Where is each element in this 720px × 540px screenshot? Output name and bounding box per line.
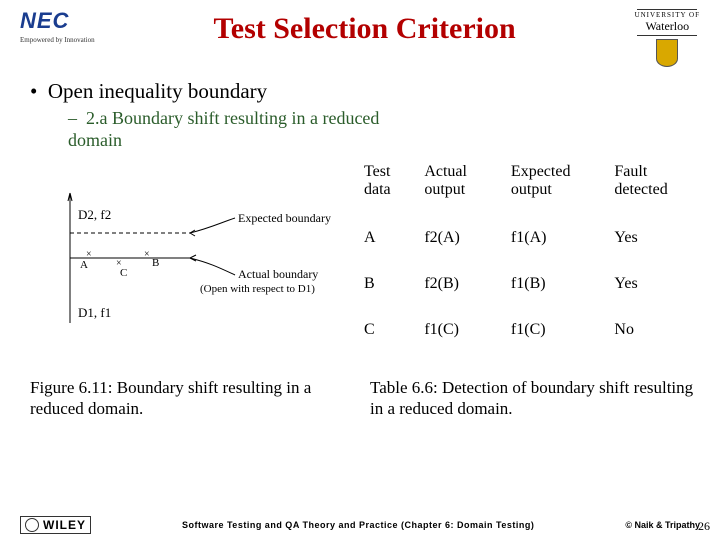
nec-subtext: Empowered by Innovation bbox=[20, 36, 95, 44]
footer-text: Software Testing and QA Theory and Pract… bbox=[91, 520, 625, 530]
col-expected: Expected output bbox=[505, 159, 608, 215]
svg-text:A: A bbox=[80, 259, 88, 271]
wiley-logo: WILEY bbox=[20, 516, 91, 534]
svg-text:B: B bbox=[152, 257, 159, 269]
nec-logo: NEC Empowered by Innovation bbox=[20, 8, 95, 44]
wat-bottom: Waterloo bbox=[645, 19, 689, 34]
col-fault: Fault detected bbox=[608, 159, 700, 215]
results-table: Test data Actual output Expected output … bbox=[358, 159, 700, 353]
boundary-diagram: ×A ×B ×C D2, f2 Expected boundary Actual… bbox=[40, 163, 340, 343]
col-actual: Actual output bbox=[418, 159, 505, 215]
table-row: A f2(A) f1(A) Yes bbox=[358, 215, 700, 261]
waterloo-logo: UNIVERSITY OF Waterloo bbox=[635, 8, 700, 67]
wiley-icon bbox=[25, 518, 39, 532]
col-testdata: Test data bbox=[358, 159, 418, 215]
wat-top: UNIVERSITY OF bbox=[635, 11, 700, 19]
table-row: C f1(C) f1(C) No bbox=[358, 307, 700, 353]
shield-icon bbox=[656, 39, 678, 67]
figure-caption: Figure 6.11: Boundary shift resulting in… bbox=[20, 377, 360, 420]
table-caption: Table 6.6: Detection of boundary shift r… bbox=[360, 377, 700, 420]
page-number: 26 bbox=[698, 519, 710, 534]
slide-title: Test Selection Criterion bbox=[95, 12, 635, 46]
svg-text:×: × bbox=[144, 249, 150, 260]
bullet-main: • Open inequality boundary bbox=[30, 79, 700, 104]
footer-copyright: © Naik & Tripathy bbox=[625, 520, 700, 530]
table-row: B f2(B) f1(B) Yes bbox=[358, 261, 700, 307]
bullet-sub: – 2.a Boundary shift resulting in a redu… bbox=[68, 108, 388, 151]
nec-text: NEC bbox=[20, 8, 69, 33]
svg-text:C: C bbox=[120, 267, 127, 279]
